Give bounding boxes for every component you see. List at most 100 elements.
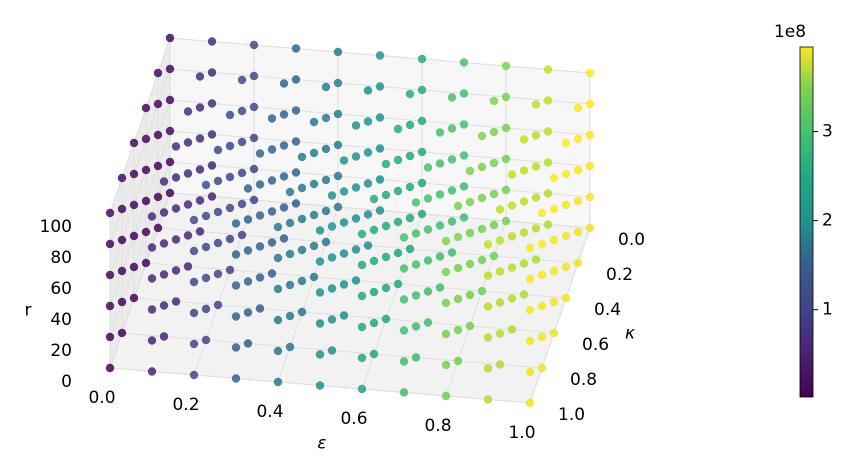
point [381, 252, 391, 262]
point [351, 121, 361, 130]
point [405, 89, 415, 99]
point [249, 71, 259, 81]
point [117, 328, 127, 338]
point [381, 283, 391, 293]
point [243, 339, 253, 348]
point [333, 202, 343, 212]
point [477, 224, 487, 234]
point [339, 280, 349, 289]
point [105, 239, 115, 249]
point [207, 37, 217, 46]
point [573, 196, 583, 206]
point [231, 219, 241, 228]
point [375, 51, 385, 60]
point [363, 148, 373, 157]
point [561, 169, 571, 179]
point [573, 258, 583, 268]
point [297, 152, 307, 162]
point [549, 235, 559, 245]
point [393, 248, 403, 258]
point [561, 293, 571, 303]
point [333, 78, 343, 88]
point [315, 319, 325, 328]
point [315, 226, 325, 235]
point [297, 214, 307, 224]
point [315, 257, 325, 266]
point [183, 200, 193, 209]
point [453, 294, 463, 304]
point [351, 276, 361, 285]
point [411, 198, 421, 207]
point [189, 339, 199, 349]
point [423, 256, 433, 265]
z-grid-line [109, 130, 171, 307]
point [585, 192, 595, 202]
point [357, 384, 367, 394]
point [267, 176, 277, 185]
point [411, 322, 421, 331]
point [237, 75, 247, 85]
point [147, 274, 157, 283]
point [249, 164, 259, 174]
point [561, 200, 571, 210]
point [153, 99, 163, 109]
point [231, 281, 241, 290]
point [405, 244, 415, 254]
point [363, 179, 373, 188]
point [369, 318, 379, 328]
point [255, 304, 265, 313]
point [417, 85, 427, 95]
point [519, 228, 529, 237]
point [525, 336, 535, 346]
point [153, 161, 163, 171]
point [141, 227, 151, 237]
z-tick-label: 60 [50, 279, 72, 299]
point [465, 166, 475, 176]
point [279, 172, 289, 181]
point [483, 271, 493, 280]
point [495, 267, 505, 276]
y-tick-label: 0.8 [570, 370, 597, 390]
point [447, 186, 457, 195]
point [273, 253, 283, 263]
point [357, 291, 367, 301]
point [279, 234, 289, 243]
point [459, 120, 469, 129]
x-tick-label: 0.4 [256, 402, 283, 422]
x-tick-label: 0.2 [172, 395, 199, 415]
point [285, 342, 295, 352]
point [195, 165, 205, 174]
point [309, 117, 319, 127]
point [411, 353, 421, 362]
point [183, 138, 193, 147]
point [159, 301, 169, 310]
point [531, 131, 541, 140]
point [255, 242, 265, 251]
point [393, 155, 403, 165]
point [285, 280, 295, 290]
point [201, 335, 211, 345]
point [507, 170, 517, 179]
point [483, 333, 493, 342]
point [339, 218, 349, 227]
point [543, 158, 553, 167]
x-tick-label: 1.0 [508, 423, 535, 443]
point [213, 176, 223, 186]
point [375, 113, 385, 122]
point [291, 106, 301, 115]
z-tick-label: 100 [40, 217, 72, 237]
point [405, 182, 415, 192]
point [501, 185, 511, 195]
point [171, 266, 181, 275]
point [279, 79, 289, 88]
point [279, 141, 289, 150]
point [489, 189, 499, 199]
point [495, 298, 505, 307]
point [189, 215, 199, 225]
point [249, 133, 259, 143]
point [129, 138, 139, 148]
point [213, 238, 223, 248]
x-axis-label: ε [317, 434, 326, 454]
z-tick-label: 40 [50, 310, 72, 330]
